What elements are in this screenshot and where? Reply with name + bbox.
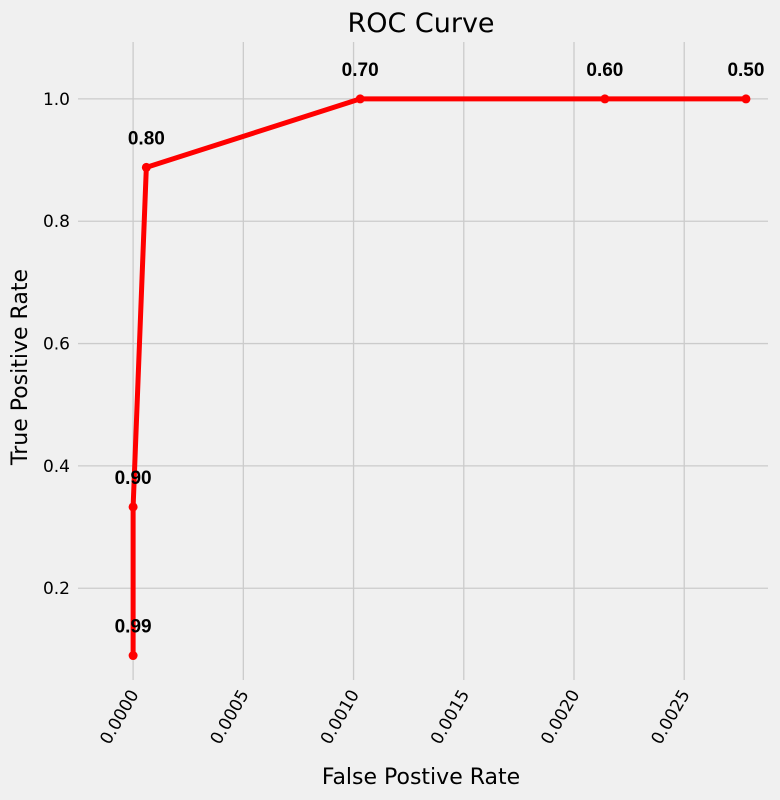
threshold-label: 0.60 <box>586 60 623 81</box>
x-tick-label: 0.0010 <box>317 687 364 749</box>
x-tick-label: 0.0005 <box>207 687 254 749</box>
x-tick-label: 0.0025 <box>647 687 694 749</box>
threshold-label: 0.80 <box>128 128 165 149</box>
roc-point <box>741 94 751 104</box>
roc-point <box>128 502 138 512</box>
y-tick-label: 1.0 <box>43 90 70 110</box>
roc-point <box>128 651 138 661</box>
threshold-label: 0.99 <box>115 617 152 638</box>
threshold-label: 0.90 <box>115 468 152 489</box>
roc-point <box>355 94 365 104</box>
y-axis-label: True Positive Rate <box>8 269 33 466</box>
y-tick-label: 0.2 <box>43 579 70 599</box>
y-tick-label: 0.8 <box>43 212 70 232</box>
x-tick-label: 0.0015 <box>427 687 474 749</box>
y-tick-label: 0.4 <box>43 457 70 477</box>
y-tick-label: 0.6 <box>43 335 70 355</box>
chart-title: ROC Curve <box>347 8 494 39</box>
tick-labels: 0.0000 0.0005 0.0010 0.0015 0.0020 0.0025 0.2 0… <box>43 90 695 748</box>
x-axis-label: False Postive Rate <box>322 765 520 790</box>
grid-lines <box>78 42 768 680</box>
roc-point <box>600 94 610 104</box>
threshold-label: 0.70 <box>342 60 379 81</box>
point-labels: 0.99 0.90 0.80 0.70 0.60 0.50 <box>115 60 765 638</box>
roc-series <box>128 94 751 661</box>
x-tick-label: 0.0000 <box>96 687 143 749</box>
x-tick-label: 0.0020 <box>537 687 584 749</box>
threshold-label: 0.50 <box>727 60 764 81</box>
roc-point <box>141 162 151 172</box>
roc-line <box>130 96 749 659</box>
